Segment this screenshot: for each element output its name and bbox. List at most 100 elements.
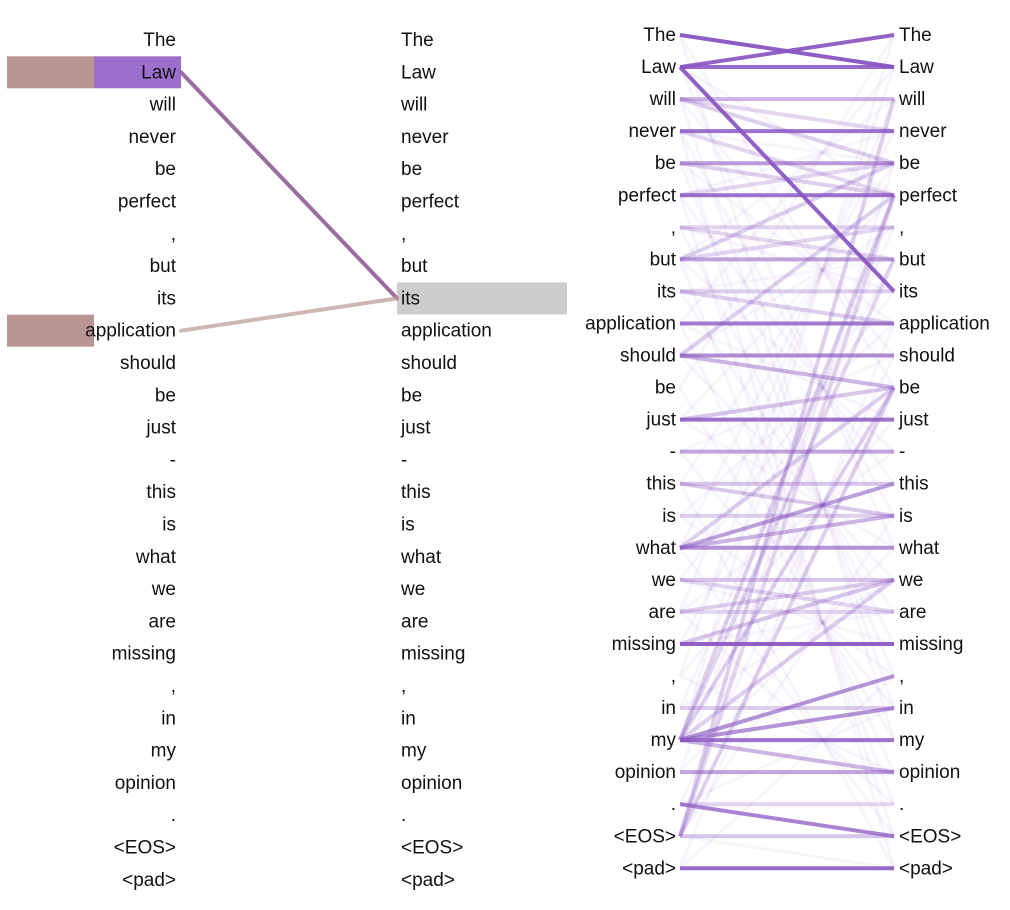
left-source-token-punct[interactable]: , <box>171 676 176 697</box>
left-target-token-is[interactable]: is <box>401 515 415 536</box>
left-target-token-punct[interactable]: , <box>401 224 406 245</box>
left-source-token-we[interactable]: we <box>151 579 176 600</box>
right-source-token-law[interactable]: Law <box>641 57 676 78</box>
left-target-token-should[interactable]: should <box>401 353 457 374</box>
right-source-token-eos[interactable]: <EOS> <box>614 826 676 847</box>
left-target-token-punct[interactable]: . <box>401 805 406 826</box>
right-target-token-be[interactable]: be <box>899 153 920 174</box>
left-source-token-punct[interactable]: - <box>170 450 176 471</box>
left-source-token-is[interactable]: is <box>162 515 176 536</box>
left-target-token-this[interactable]: this <box>401 482 431 503</box>
left-target-token-we[interactable]: we <box>400 579 425 600</box>
right-source-token-my[interactable]: my <box>651 730 677 751</box>
left-target-token-just[interactable]: just <box>400 418 431 439</box>
right-source-token-should[interactable]: should <box>620 346 676 367</box>
left-target-token-missing[interactable]: missing <box>401 644 465 665</box>
left-source-token-what[interactable]: what <box>135 547 177 568</box>
left-target-token-my[interactable]: my <box>401 741 427 762</box>
right-source-token-the[interactable]: The <box>643 25 676 46</box>
right-source-token-punct[interactable]: - <box>670 442 676 463</box>
right-source-token-are[interactable]: are <box>649 602 676 623</box>
left-target-token-be[interactable]: be <box>401 385 422 406</box>
left-source-token-never[interactable]: never <box>128 127 176 148</box>
right-target-token-law[interactable]: Law <box>899 57 934 78</box>
left-source-token-missing[interactable]: missing <box>112 644 176 665</box>
left-target-token-punct[interactable]: - <box>401 450 407 471</box>
right-target-token-opinion[interactable]: opinion <box>899 762 960 783</box>
right-target-token-punct[interactable]: , <box>899 666 904 687</box>
left-source-token-be[interactable]: be <box>155 385 176 406</box>
left-source-token-my[interactable]: my <box>151 741 177 762</box>
right-target-token-never[interactable]: never <box>899 121 947 142</box>
left-source-token-are[interactable]: are <box>149 611 176 632</box>
right-target-token-its[interactable]: its <box>899 281 918 302</box>
left-source-token-will[interactable]: will <box>149 95 176 116</box>
right-target-token-eos[interactable]: <EOS> <box>899 826 961 847</box>
left-source-token-opinion[interactable]: opinion <box>115 773 176 794</box>
left-target-token-but[interactable]: but <box>401 256 428 277</box>
right-target-token-be[interactable]: be <box>899 378 920 399</box>
right-source-token-punct[interactable]: , <box>671 217 676 238</box>
left-source-token-its[interactable]: its <box>157 288 176 309</box>
left-target-token-never[interactable]: never <box>401 127 449 148</box>
right-source-token-but[interactable]: but <box>650 249 677 270</box>
right-target-token-my[interactable]: my <box>899 730 925 751</box>
left-target-token-punct[interactable]: , <box>401 676 406 697</box>
right-source-token-missing[interactable]: missing <box>612 634 676 655</box>
right-source-token-in[interactable]: in <box>661 698 676 719</box>
left-source-token-in[interactable]: in <box>161 708 176 729</box>
right-source-token-just[interactable]: just <box>645 410 676 431</box>
right-target-token-will[interactable]: will <box>898 89 925 110</box>
right-source-token-will[interactable]: will <box>649 89 676 110</box>
right-target-token-application[interactable]: application <box>899 313 990 334</box>
left-source-token-application[interactable]: application <box>85 321 176 342</box>
left-source-token-punct[interactable]: . <box>171 805 176 826</box>
right-target-token-punct[interactable]: - <box>899 442 905 463</box>
left-target-token-be[interactable]: be <box>401 159 422 180</box>
right-target-token-punct[interactable]: , <box>899 217 904 238</box>
left-target-token-are[interactable]: are <box>401 611 428 632</box>
left-source-token-law[interactable]: Law <box>141 62 176 83</box>
right-target-token-the[interactable]: The <box>899 25 932 46</box>
right-source-token-opinion[interactable]: opinion <box>615 762 676 783</box>
right-source-token-be[interactable]: be <box>655 378 676 399</box>
left-target-token-perfect[interactable]: perfect <box>401 192 460 213</box>
right-source-token-be[interactable]: be <box>655 153 676 174</box>
right-target-token-in[interactable]: in <box>899 698 914 719</box>
left-source-token-pad[interactable]: <pad> <box>122 870 176 891</box>
right-target-token-are[interactable]: are <box>899 602 926 623</box>
right-source-token-this[interactable]: this <box>646 474 676 495</box>
left-source-token-perfect[interactable]: perfect <box>118 192 177 213</box>
right-target-token-missing[interactable]: missing <box>899 634 963 655</box>
right-target-token-what[interactable]: what <box>898 538 940 559</box>
right-target-token-we[interactable]: we <box>898 570 923 591</box>
right-source-token-we[interactable]: we <box>651 570 676 591</box>
left-target-token-pad[interactable]: <pad> <box>401 870 455 891</box>
right-target-token-just[interactable]: just <box>898 410 929 431</box>
left-source-token-punct[interactable]: , <box>171 224 176 245</box>
right-source-token-perfect[interactable]: perfect <box>618 185 677 206</box>
right-target-token-but[interactable]: but <box>899 249 926 270</box>
left-target-token-the[interactable]: The <box>401 30 434 51</box>
right-target-token-pad[interactable]: <pad> <box>899 858 953 879</box>
right-target-token-should[interactable]: should <box>899 346 955 367</box>
right-source-token-never[interactable]: never <box>628 121 676 142</box>
left-source-token-be[interactable]: be <box>155 159 176 180</box>
right-source-token-pad[interactable]: <pad> <box>622 858 676 879</box>
right-source-token-what[interactable]: what <box>635 538 677 559</box>
left-source-token-the[interactable]: The <box>143 30 176 51</box>
left-target-token-what[interactable]: what <box>400 547 442 568</box>
left-source-token-should[interactable]: should <box>120 353 176 374</box>
left-target-token-application[interactable]: application <box>401 321 492 342</box>
left-target-token-eos[interactable]: <EOS> <box>401 838 463 859</box>
right-source-token-its[interactable]: its <box>657 281 676 302</box>
left-source-token-just[interactable]: just <box>145 418 176 439</box>
right-source-token-application[interactable]: application <box>585 313 676 334</box>
left-source-token-eos[interactable]: <EOS> <box>114 838 176 859</box>
right-source-token-punct[interactable]: , <box>671 666 676 687</box>
left-target-token-in[interactable]: in <box>401 708 416 729</box>
right-target-token-punct[interactable]: . <box>899 794 904 815</box>
left-target-token-law[interactable]: Law <box>401 62 436 83</box>
right-source-token-punct[interactable]: . <box>671 794 676 815</box>
right-source-token-is[interactable]: is <box>662 506 676 527</box>
